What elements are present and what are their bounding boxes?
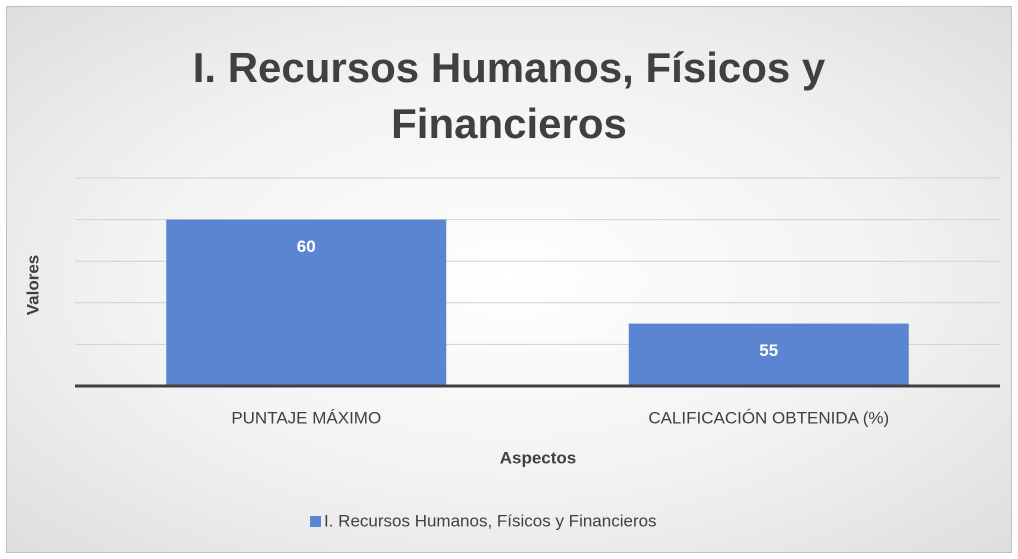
legend-label: I. Recursos Humanos, Físicos y Financier… [324, 511, 657, 530]
chart-title: I. Recursos Humanos, Físicos y Financier… [192, 44, 826, 147]
y-axis-label: Valores [23, 255, 42, 316]
bar [166, 219, 447, 386]
bar [628, 323, 909, 386]
legend-swatch [310, 516, 321, 527]
x-tick-label: PUNTAJE MÁXIMO [231, 408, 381, 427]
x-tick-label: CALIFICACIÓN OBTENIDA (%) [648, 408, 889, 427]
data-label: 60 [297, 237, 316, 256]
x-axis-label: Aspectos [500, 448, 577, 467]
data-label: 55 [759, 341, 778, 360]
